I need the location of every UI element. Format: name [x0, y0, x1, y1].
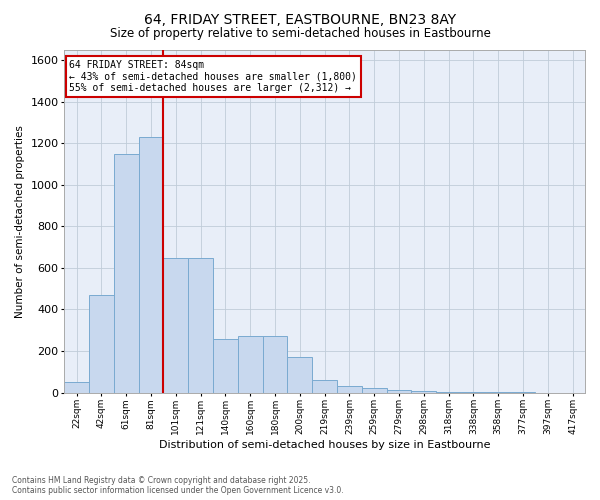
Bar [188, 258, 213, 392]
Bar [89, 295, 114, 392]
Bar [362, 388, 386, 392]
Y-axis label: Number of semi-detached properties: Number of semi-detached properties [15, 125, 25, 318]
Text: 64 FRIDAY STREET: 84sqm
← 43% of semi-detached houses are smaller (1,800)
55% of: 64 FRIDAY STREET: 84sqm ← 43% of semi-de… [70, 60, 358, 94]
Bar [238, 336, 263, 392]
Bar [263, 336, 287, 392]
Bar [287, 357, 312, 392]
Text: Size of property relative to semi-detached houses in Eastbourne: Size of property relative to semi-detach… [110, 28, 490, 40]
Bar [337, 386, 362, 392]
Bar [139, 137, 163, 392]
X-axis label: Distribution of semi-detached houses by size in Eastbourne: Distribution of semi-detached houses by … [159, 440, 490, 450]
Bar [163, 258, 188, 392]
Bar [114, 154, 139, 392]
Bar [64, 382, 89, 392]
Text: 64, FRIDAY STREET, EASTBOURNE, BN23 8AY: 64, FRIDAY STREET, EASTBOURNE, BN23 8AY [144, 12, 456, 26]
Bar [312, 380, 337, 392]
Bar [213, 338, 238, 392]
Text: Contains HM Land Registry data © Crown copyright and database right 2025.
Contai: Contains HM Land Registry data © Crown c… [12, 476, 344, 495]
Bar [386, 390, 412, 392]
